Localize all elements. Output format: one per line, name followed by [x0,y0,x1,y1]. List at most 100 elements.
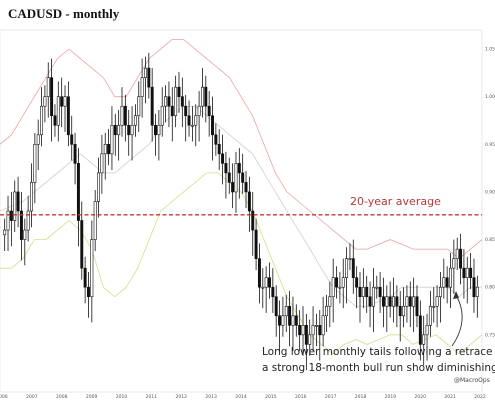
candle-body [147,67,151,88]
middle-band [0,105,482,307]
plot-frame [0,29,483,393]
candle-body [475,286,479,298]
x-tick-label: 2022 [474,394,486,400]
candle-body [190,124,194,127]
candle-body [442,277,446,288]
candle-body [361,286,365,298]
candle-body [455,248,459,259]
candle-body [244,182,248,193]
candle-body [422,334,426,345]
candle-body [56,96,60,126]
bollinger-bands [0,39,483,355]
candle-body [418,315,422,345]
candle-body [378,286,382,298]
candle-body [428,305,432,326]
candle-body [200,86,204,107]
upper-band [0,39,483,260]
candle-body [438,286,442,298]
candle-body [70,134,74,145]
candle-body [174,86,178,117]
candle-body [328,296,332,307]
candle-body [26,210,30,231]
candle-body [140,77,144,97]
candle-body [381,296,385,307]
annotation-text: Long lower monthly tails following a ret… [262,346,495,374]
candle-body [123,105,127,126]
x-tick-label: 2015 [265,394,277,400]
candle-body [117,124,121,136]
candle-body [402,305,406,317]
candle-body [472,277,476,298]
candle-body [160,105,164,126]
lower-band [0,172,483,355]
annotation-arrow [451,294,463,347]
candle-body [237,163,241,174]
annotation-arrowhead [453,291,459,299]
candle-body [462,267,466,278]
candle-body [143,67,147,78]
candle-body [358,286,362,298]
x-tick-label: 2010 [116,394,128,400]
candle-body [452,258,456,269]
candle-body [284,305,288,317]
candle-body [241,172,245,183]
candle-body [113,124,117,136]
candle-body [137,96,141,117]
candle-body [187,115,191,126]
candle-body [66,96,70,136]
candle-body [338,286,342,289]
candle-body [23,229,27,240]
y-tick-label: 1.05 [485,47,495,53]
candle-body [368,296,372,307]
candle-body [120,105,124,126]
candle-body [314,325,318,327]
candle-body [103,144,107,155]
candle-body [341,277,345,288]
candle-body [19,210,23,240]
candle-body [304,325,308,345]
candle-body [331,277,335,298]
candle-body [177,86,181,97]
x-tick-label: 2012 [176,394,188,400]
candle-body [351,258,355,278]
candle-body [371,286,375,307]
candle-body [274,296,278,317]
candle-body [291,315,295,326]
candle-body [254,229,258,259]
candle-body [465,267,469,278]
candle-body [13,191,17,221]
candle-body [6,210,10,231]
x-tick-label: 2007 [26,394,38,400]
candle-body [385,296,389,307]
x-axis: 2006 2007 2008 2009 2010 2011 2012 2013 2014 2015… [0,394,486,400]
candle-body [395,296,399,307]
candle-body [271,286,275,298]
y-tick-label: 0.90 [485,189,495,195]
candle-body [318,325,322,336]
candle-body [60,96,64,107]
candle-body [80,220,84,269]
x-tick-label: 2019 [385,394,397,400]
candle-body [93,201,97,240]
candle-body [388,296,392,307]
chart-title: CADUSD - monthly [8,6,120,21]
candle-body [231,182,235,193]
candle-body [167,96,171,107]
candle-body [184,105,188,117]
x-tick-label: 2009 [86,394,98,400]
candle-body [133,115,137,126]
candle-body [83,267,87,288]
x-tick-label: 2020 [415,394,427,400]
candle-body [50,77,54,117]
candle-body [33,144,37,183]
x-tick-label: 2011 [146,394,158,400]
candle-body [214,134,218,145]
candle-body [459,248,463,269]
x-tick-label: 2017 [325,394,337,400]
candle-body [127,124,131,136]
candle-body [408,296,412,307]
candles [3,52,479,371]
candle-body [257,258,261,288]
candle-body [217,144,221,155]
